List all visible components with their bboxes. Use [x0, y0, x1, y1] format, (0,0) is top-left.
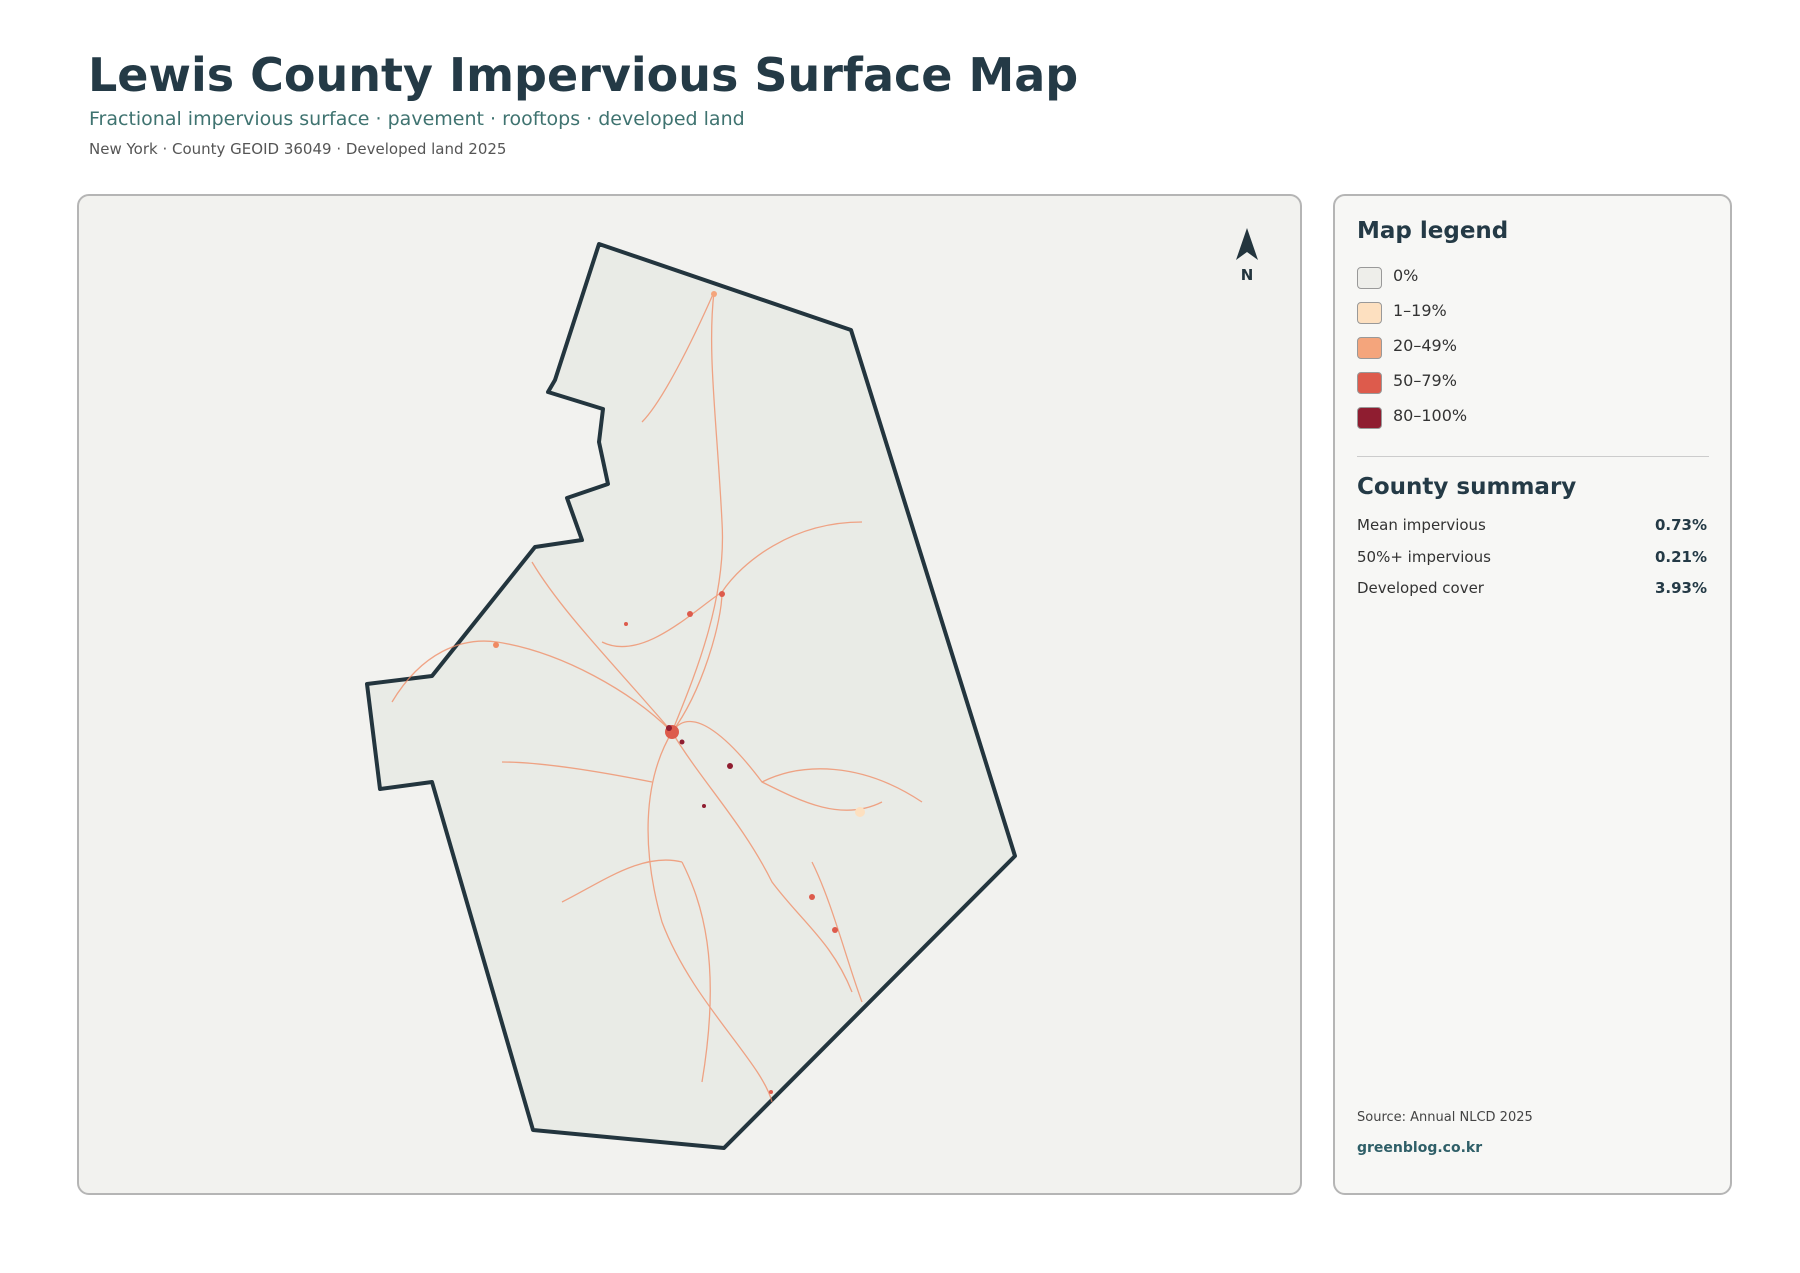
- summary-value: 0.21%: [1654, 547, 1707, 566]
- title: Lewis County Impervious Surface Map: [88, 48, 1079, 102]
- legend-title: Map legend: [1357, 218, 1509, 244]
- legend-swatch: [1357, 372, 1382, 394]
- legend-swatch: [1357, 407, 1382, 429]
- map-panel: N: [77, 194, 1302, 1195]
- legend-label: 50–79%: [1393, 371, 1457, 390]
- legend-swatch: [1357, 302, 1382, 324]
- subtitle: Fractional impervious surface · pavement…: [89, 108, 745, 130]
- summary-value: 3.93%: [1654, 579, 1707, 597]
- legend-label: 80–100%: [1393, 406, 1468, 425]
- site-link: greenblog.co.kr: [1357, 1140, 1483, 1156]
- side-panel: [1333, 194, 1732, 1195]
- legend-swatch: [1357, 337, 1382, 359]
- legend-label: 20–49%: [1393, 336, 1457, 355]
- county-outline: [365, 242, 1017, 1150]
- north-label: N: [1241, 266, 1254, 284]
- north-arrow: [1236, 228, 1258, 260]
- summary-label: Developed cover: [1357, 579, 1484, 597]
- legend-swatch: [1357, 267, 1382, 289]
- summary-title: County summary: [1357, 474, 1577, 500]
- towns: [493, 291, 865, 1094]
- summary-label: Mean impervious: [1357, 516, 1486, 534]
- summary-value: 0.73%: [1654, 516, 1707, 534]
- meta: New York · County GEOID 36049 · Develope…: [89, 140, 507, 158]
- divider: [1357, 456, 1709, 457]
- map: N: [365, 228, 1258, 1150]
- legend-label: 0%: [1393, 266, 1419, 285]
- legend-label: 1–19%: [1393, 301, 1447, 320]
- summary-label: 50%+ impervious: [1357, 547, 1491, 566]
- source: Source: Annual NLCD 2025: [1357, 1110, 1533, 1125]
